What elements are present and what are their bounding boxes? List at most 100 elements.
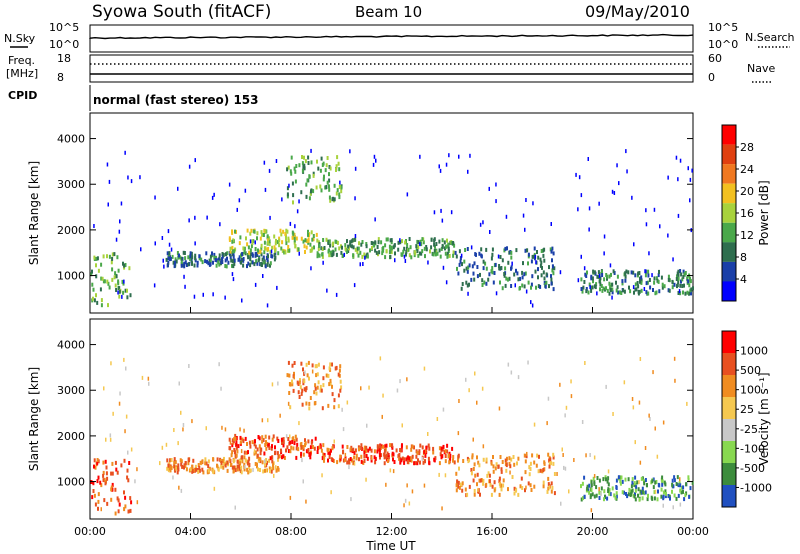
- velocity-cell: [552, 455, 555, 460]
- power-cell: [196, 263, 199, 268]
- power-cell: [542, 270, 545, 275]
- power-cell: [361, 254, 364, 259]
- velocity-cell: [433, 457, 436, 462]
- power-cell: [250, 260, 253, 265]
- velocity-cell: [530, 488, 533, 492]
- velocity-cell: [600, 492, 602, 497]
- power-colorbar-swatch: [722, 164, 736, 184]
- power-cell: [484, 261, 487, 266]
- power-cell: [599, 276, 602, 281]
- velocity-cell: [337, 393, 340, 398]
- power-cell: [507, 277, 509, 282]
- power-cell: [161, 236, 164, 240]
- power-cell: [397, 240, 400, 245]
- power-cell: [530, 282, 533, 287]
- power-cell: [332, 250, 335, 255]
- velocity-cell: [478, 463, 481, 468]
- velocity-cell: [542, 468, 545, 472]
- velocity-cell: [539, 468, 542, 473]
- velocity-cell: [265, 440, 267, 445]
- power-cell: [522, 213, 525, 218]
- power-cell: [338, 195, 341, 200]
- velocity-cell: [261, 435, 264, 440]
- velocity-cell: [293, 441, 296, 446]
- power-cell: [303, 163, 306, 168]
- nave-right-tick-top: 60: [708, 52, 722, 65]
- velocity-cell: [462, 459, 465, 463]
- velocity-cell: [277, 454, 280, 459]
- power-cell: [315, 232, 318, 237]
- velocity-cell: [634, 492, 636, 497]
- power-cell: [335, 168, 337, 172]
- power-cell: [586, 270, 588, 275]
- velocity-cell: [353, 461, 356, 466]
- velocity-cell: [634, 497, 637, 502]
- velocity-cell: [263, 451, 266, 456]
- velocity-cell: [268, 466, 271, 471]
- velocity-cell: [492, 455, 494, 459]
- power-cell: [488, 186, 490, 191]
- velocity-cell: [639, 357, 642, 361]
- velocity-cell: [97, 499, 100, 504]
- power-cell: [253, 262, 256, 267]
- power-cell: [96, 300, 99, 305]
- velocity-cell: [528, 465, 531, 470]
- power-cell: [511, 261, 513, 266]
- velocity-cell: [533, 422, 536, 427]
- power-cell: [119, 219, 121, 224]
- velocity-cell: [261, 439, 264, 444]
- power-cell: [491, 252, 494, 257]
- power-cell: [687, 166, 689, 171]
- velocity-cell: [236, 449, 239, 454]
- velocity-cell: [292, 388, 295, 393]
- power-cell: [271, 245, 274, 250]
- power-cell: [612, 269, 615, 274]
- power-cell: [550, 222, 552, 226]
- power-cell: [221, 256, 224, 261]
- velocity-cell: [662, 503, 664, 508]
- velocity-cell: [261, 418, 264, 423]
- velocity-cell: [370, 448, 373, 453]
- power-cell: [224, 264, 227, 268]
- power-cell: [389, 248, 392, 253]
- power-cell: [307, 232, 309, 237]
- power-cell: [453, 243, 456, 248]
- velocity-cell: [243, 428, 245, 433]
- velocity-cell: [455, 488, 458, 493]
- power-cell: [316, 238, 319, 243]
- power-cell: [270, 249, 273, 254]
- power-cell: [124, 263, 127, 267]
- velocity-cell: [212, 468, 215, 473]
- velocity-cell: [124, 495, 127, 500]
- power-cell: [273, 245, 276, 250]
- velocity-cell: [187, 461, 190, 466]
- power-cell: [336, 155, 339, 160]
- velocity-cell: [489, 482, 492, 487]
- power-cell: [532, 201, 534, 206]
- power-cell: [345, 250, 348, 254]
- velocity-cell: [630, 489, 633, 494]
- velocity-cell: [479, 492, 481, 497]
- x-tick-label: 16:00: [476, 525, 508, 538]
- power-cell: [178, 253, 180, 258]
- power-cell: [328, 253, 331, 258]
- power-cell: [321, 247, 324, 252]
- velocity-cell: [376, 449, 379, 454]
- power-cell: [208, 258, 211, 263]
- velocity-cell: [461, 481, 464, 486]
- velocity-cell: [271, 444, 273, 449]
- velocity-cell: [176, 470, 179, 475]
- velocity-cell: [646, 497, 649, 502]
- velocity-cell: [380, 453, 383, 458]
- power-cell: [450, 241, 453, 245]
- power-cell: [552, 251, 555, 256]
- velocity-cell: [661, 482, 664, 487]
- power-cell: [260, 243, 263, 248]
- power-cell: [407, 247, 410, 252]
- velocity-cell: [183, 465, 185, 470]
- power-cell: [263, 228, 266, 233]
- power-cell: [656, 278, 659, 283]
- power-cell: [293, 240, 296, 245]
- power-cell: [450, 210, 453, 215]
